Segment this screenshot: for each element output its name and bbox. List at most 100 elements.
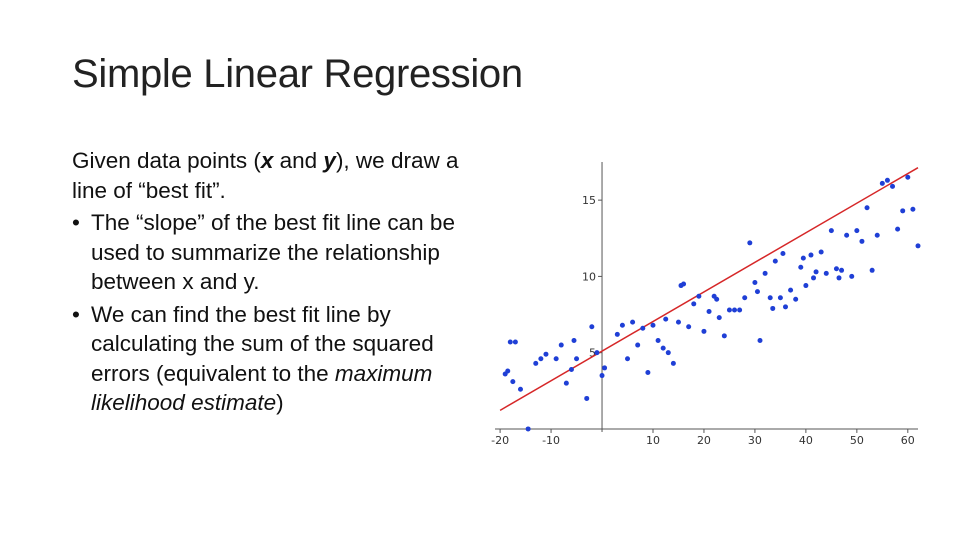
data-point [512,339,518,345]
data-point [808,252,814,258]
data-point [726,307,732,313]
bullet-list: The “slope” of the best fit line can be … [72,208,482,418]
data-point [915,243,921,249]
data-point [839,267,845,273]
x-tick-label: -10 [542,434,560,447]
data-point [589,324,595,330]
data-point [788,287,794,293]
data-point [678,283,684,289]
data-point [635,342,641,348]
data-point [910,206,916,212]
intro-var-x: x [260,148,274,173]
x-tick-label: 50 [850,434,864,447]
data-point [584,395,590,401]
slide-body: Given data points (x and y), we draw a l… [72,146,482,421]
data-point [517,386,523,392]
data-point [900,208,906,214]
data-point [890,183,896,189]
data-point [772,258,778,264]
data-point [670,360,676,366]
data-point [754,289,760,295]
intro-var-y: y [323,148,336,173]
bullet-text-end: ) [276,390,284,415]
x-tick-label: 10 [646,434,660,447]
data-point [594,350,600,356]
data-point [823,270,829,276]
data-point [798,264,804,270]
data-point [844,232,850,238]
data-point [558,342,564,348]
y-tick-label: 5 [589,347,596,360]
data-point [833,266,839,272]
data-point [859,238,865,244]
y-tick-label: 10 [582,270,596,283]
intro-text-2: and [273,148,324,173]
x-tick-label: -20 [491,434,509,447]
data-point [811,275,817,281]
data-point [696,293,702,299]
data-point [543,351,549,357]
data-point [864,205,870,211]
bullet-item-slope: The “slope” of the best fit line can be … [72,208,482,297]
data-point [571,337,577,343]
chart-points [502,174,921,432]
data-point [533,360,539,366]
chart-axes: -20 -10 10 20 30 40 50 60 5 10 15 [491,162,918,447]
data-point [854,228,860,234]
data-point [869,267,875,273]
data-point [884,177,890,183]
x-tick-label: 40 [799,434,813,447]
data-point [510,379,516,385]
x-tick-label: 30 [748,434,762,447]
data-point [716,315,722,321]
data-point [663,316,669,322]
data-point [574,356,580,362]
data-point [777,295,783,301]
data-point [602,365,608,371]
data-point [747,240,753,246]
data-point [836,275,842,281]
data-point [782,304,788,310]
data-point [879,180,885,186]
chart-fit-line-group [499,167,919,411]
data-point [905,174,911,180]
data-point [818,249,824,255]
data-point [721,333,727,339]
data-point [686,324,692,330]
data-point [770,305,776,311]
data-point [525,426,531,432]
data-point [614,331,620,337]
data-point [563,380,569,386]
data-point [619,322,625,328]
data-point [665,350,671,356]
data-point [538,356,544,362]
data-point [780,251,786,257]
intro-text-3: ), we draw a line of “best fit”. [72,148,459,203]
intro-paragraph: Given data points (x and y), we draw a l… [72,146,482,205]
data-point [650,322,656,328]
data-point [793,296,799,302]
data-point [507,339,513,345]
data-point [599,373,605,379]
data-point [737,307,743,313]
data-point [803,283,809,289]
data-point [691,301,697,307]
data-point [675,319,681,325]
data-point [553,356,559,362]
data-point [625,356,631,362]
data-point [660,345,666,351]
data-point [568,366,574,372]
data-point [767,295,773,301]
data-point [752,280,758,286]
data-point [714,296,720,302]
data-point [757,337,763,343]
data-point [505,368,511,374]
y-tick-label: 15 [582,194,596,207]
bullet-text-slope: The “slope” of the best fit line can be … [91,210,455,294]
intro-text-1: Given data points ( [72,148,261,173]
data-point [813,269,819,275]
data-point [762,270,768,276]
data-point [655,337,661,343]
data-point [874,232,880,238]
